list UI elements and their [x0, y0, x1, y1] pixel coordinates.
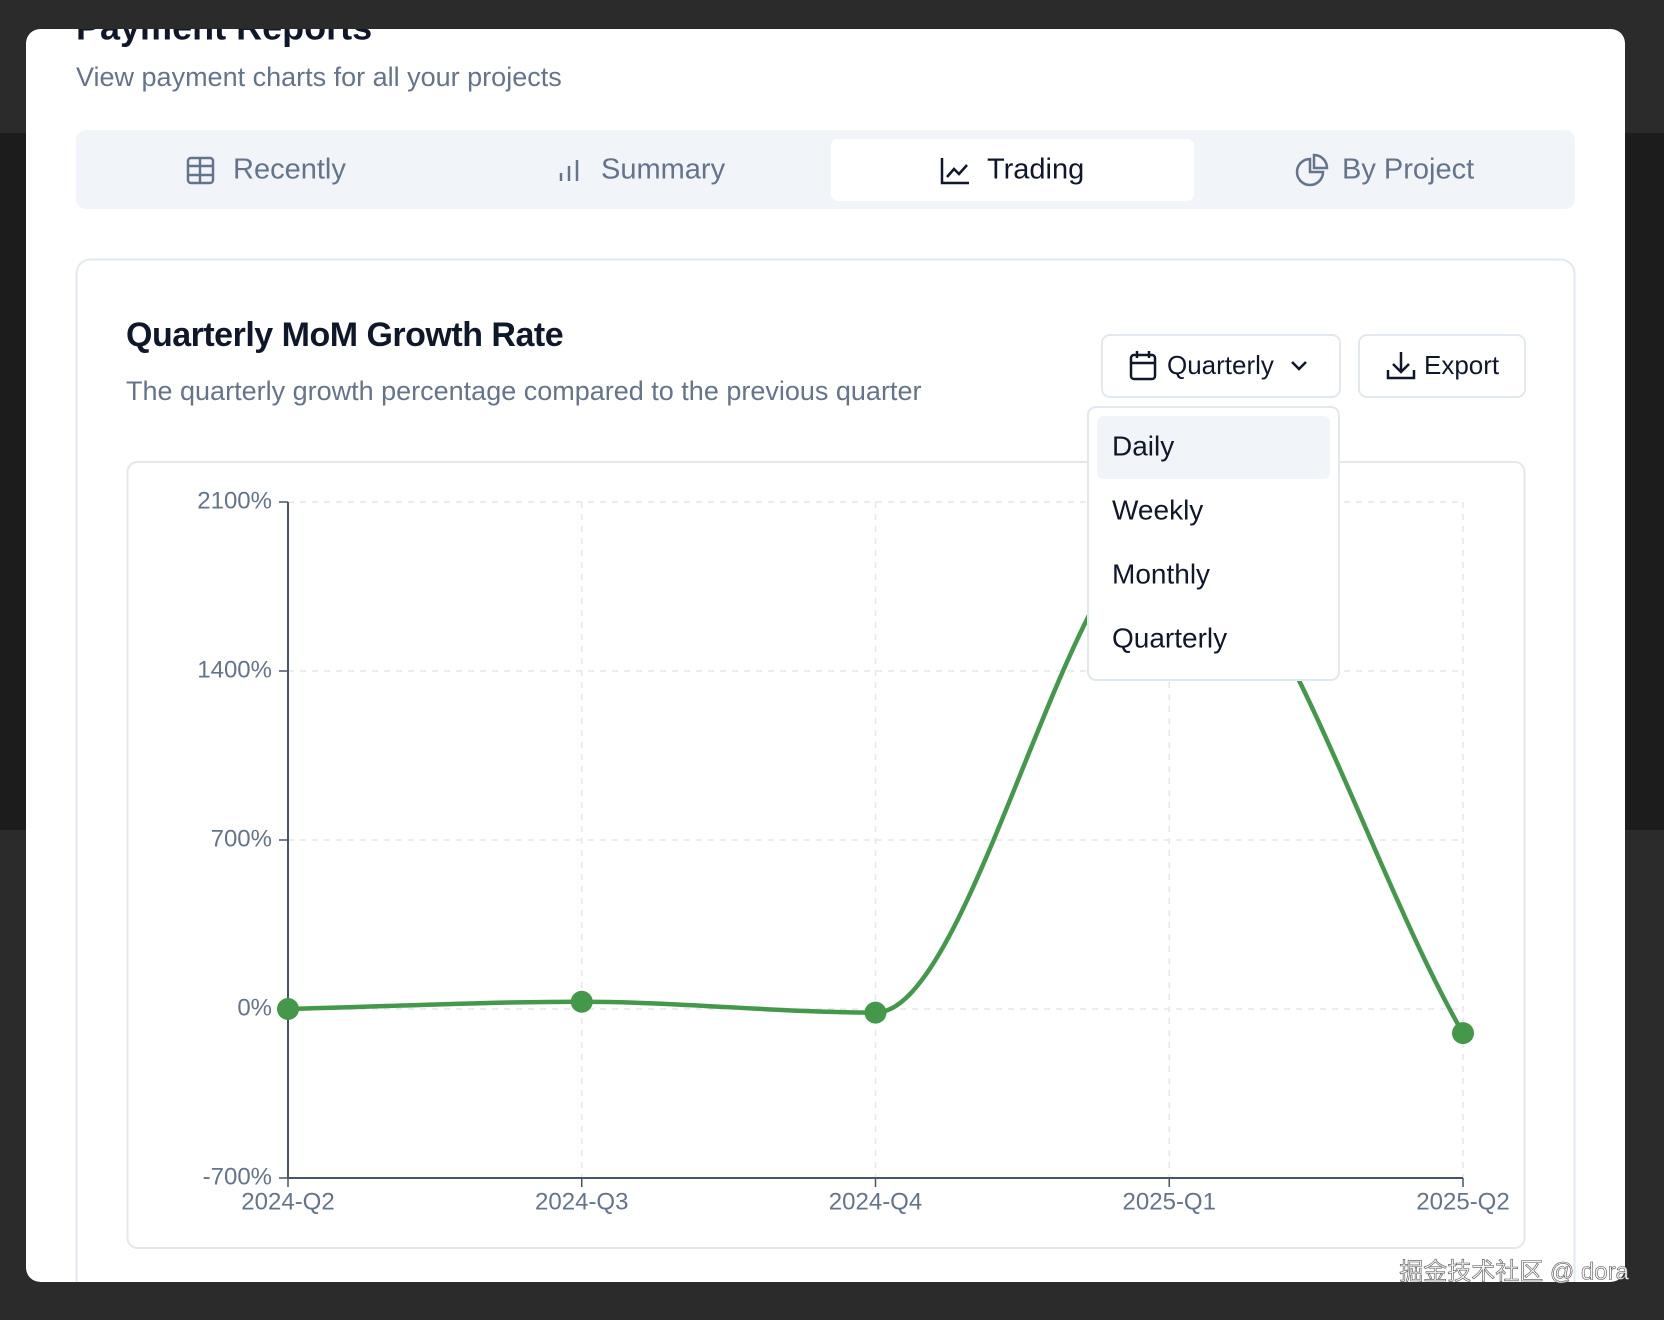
x-tick-label: 2024-Q4	[829, 1188, 922, 1215]
card-subtitle: The quarterly growth percentage compared…	[126, 376, 921, 406]
trading-icon	[940, 158, 969, 185]
x-tick-label: 2024-Q3	[535, 1188, 628, 1215]
tab-icons	[186, 153, 1329, 187]
tab[interactable]: Summary	[601, 154, 726, 186]
download-icon	[1386, 352, 1416, 380]
y-tick-label: 700%	[211, 825, 272, 852]
modal: Payment Reports View payment charts for …	[26, 7, 1625, 1282]
watermark: 掘金技术社区 @ dora	[1399, 1258, 1629, 1285]
point	[570, 990, 593, 1013]
x-tick-label: 2024-Q2	[241, 1188, 334, 1215]
page-subtitle: View payment charts for all your project…	[76, 62, 562, 92]
calendar-icon	[1129, 351, 1157, 381]
page-title: Payment Reports	[76, 7, 372, 48]
dropdown-option[interactable]: Weekly	[1112, 494, 1203, 525]
period-label: Quarterly	[1167, 350, 1274, 380]
x-tick-label: 2025-Q2	[1416, 1188, 1509, 1215]
y-tick-label: 2100%	[197, 487, 272, 514]
point	[864, 1001, 887, 1024]
tab[interactable]: Recently	[233, 154, 346, 186]
dropdown: Daily Weekly Monthly Quarterly	[1087, 406, 1340, 681]
y-tick-label: 1400%	[197, 656, 272, 683]
chevron	[1291, 361, 1307, 371]
y-tick-label: -700%	[203, 1163, 272, 1190]
active-tab	[831, 139, 1194, 201]
export-label: Export	[1424, 350, 1500, 380]
point	[277, 998, 299, 1020]
dropdown-option[interactable]: Quarterly	[1112, 622, 1227, 653]
dropdown-option[interactable]: Monthly	[1112, 558, 1210, 589]
dropdown-option[interactable]: Daily	[1112, 430, 1174, 461]
tab-bar	[76, 130, 1575, 209]
point	[1452, 1022, 1474, 1045]
dropdown-highlight	[1097, 416, 1330, 479]
x-tick-label: 2025-Q1	[1123, 1188, 1216, 1215]
tab-active[interactable]: Trading	[987, 154, 1084, 186]
y-tick-label: 0%	[237, 994, 272, 1021]
export-button[interactable]	[1358, 334, 1526, 398]
card-title: Quarterly MoM Growth Rate	[126, 316, 563, 354]
period-button[interactable]	[1101, 334, 1341, 398]
tab[interactable]: By Project	[1342, 154, 1474, 186]
